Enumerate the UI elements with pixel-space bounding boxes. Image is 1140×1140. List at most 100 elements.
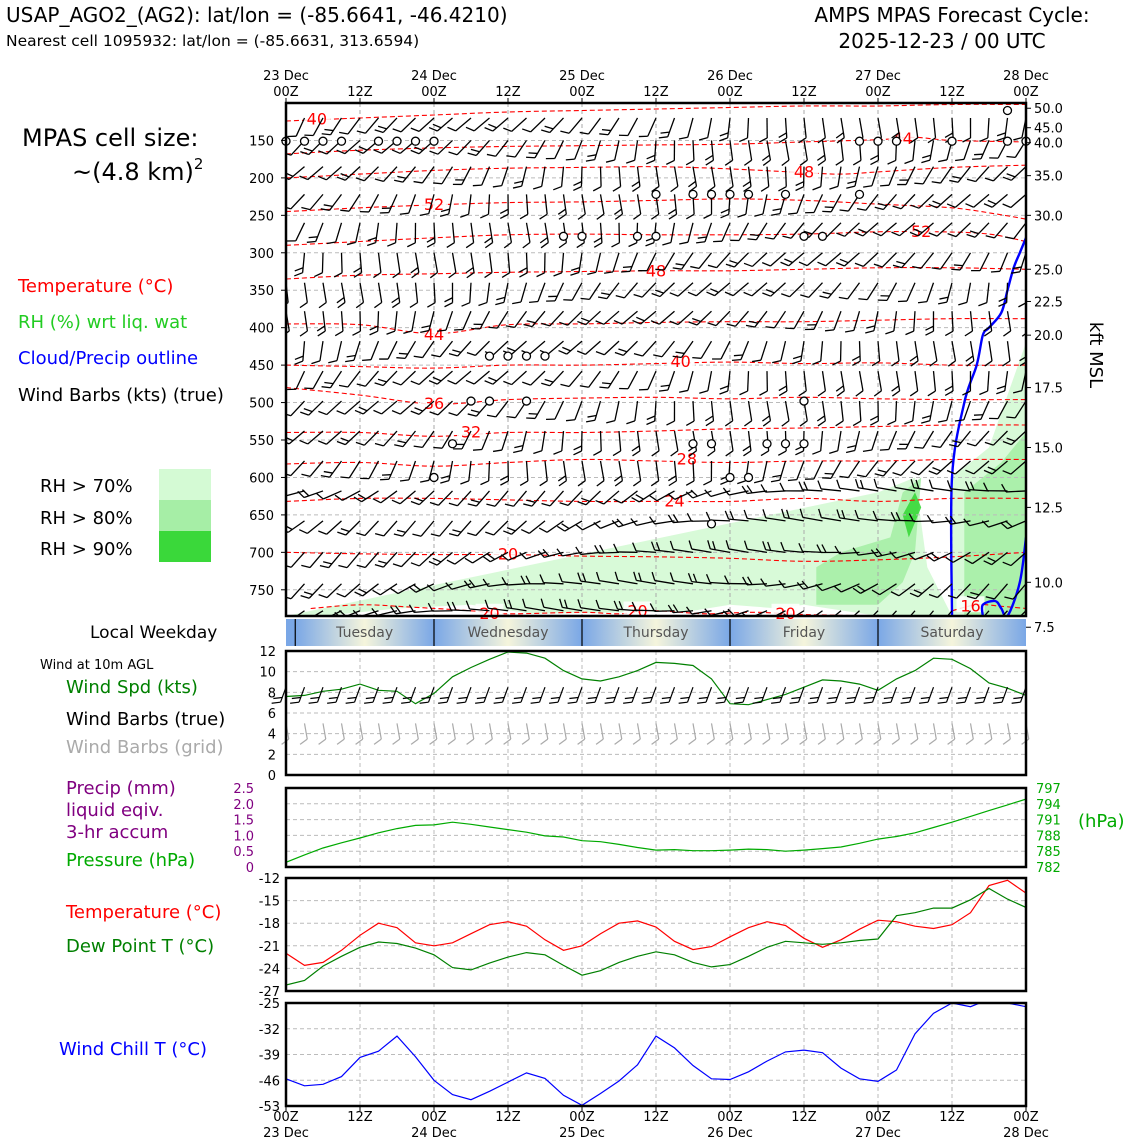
wind-barb-staff [692,490,712,499]
temp-ytick-label: -15 [259,895,280,910]
wind-barb-staff [537,282,546,302]
wind-barb-flag [847,180,857,184]
legend-precip1: Precip (mm) [66,778,176,799]
wind-barb-staff [506,607,527,612]
wind-barb-flag [635,494,644,500]
wind-barb-staff [433,222,436,243]
wind-barb [962,117,972,143]
wind-barb [301,551,324,569]
wind-barb [318,520,342,535]
wind-barb-flag [611,242,620,248]
wind-barb-flag [467,413,477,417]
weekday-label: Tuesday [335,625,393,641]
wind-barb-staff [322,311,326,332]
wind-barb [937,686,953,704]
wind-barb [613,194,624,220]
wind-barb [356,520,379,537]
wind-barb-flag [458,696,468,700]
wind-barb-staff [571,282,583,301]
wind-barb-flag [596,480,605,487]
wind-barb [785,310,805,330]
wind-barb-flag [320,474,330,478]
wind-barb-flag [643,696,653,700]
wind-barb-staff [654,549,675,553]
wind-barb-flag [747,576,753,585]
wind-barb-flag [631,181,640,188]
wind-barb-staff [830,194,842,213]
wind-barb-flag [704,489,712,497]
wind-barb-staff [929,140,935,161]
calm-wind-marker [780,189,791,200]
wind-barb [990,252,1009,273]
wind-barb-staff [642,340,657,357]
wind-barb [692,340,713,359]
wind-barb-flag [871,360,881,367]
wind-barb-flag [539,574,545,583]
wind-barb [399,460,417,482]
wind-barb-staff [617,608,638,612]
wind-barb [304,370,324,390]
wind-barb-staff [865,460,879,478]
wind-barb-staff [969,520,990,527]
wind-ytick-label: 12 [259,645,276,660]
temp-ytick-label: -12 [259,872,280,887]
wind-barb-flag [460,213,469,218]
wind-barb-flag [357,493,367,500]
wind-barb-staff [654,520,675,525]
wind-barb-staff [326,166,342,181]
wind-barb-flag [401,701,411,704]
wind-barb-flag [373,409,382,415]
wind-barb-flag [1002,360,1011,367]
wind-barb [909,371,919,397]
wind-barb [835,140,844,166]
wind-barb-staff [322,490,342,500]
wind-barb-flag [523,503,533,507]
wind-barb-staff [319,341,324,362]
wind-barb-flag [1006,416,1016,419]
wind-barb-staff [1011,610,1026,616]
wind-barb-flag [470,148,480,153]
wind-barb [355,282,365,309]
wind-barb-staff [805,610,823,616]
wind-barb [668,194,678,220]
wind-barb-staff [507,222,513,243]
wind-barb-staff [344,166,361,181]
wind-barb-flag [512,301,522,305]
wind-barb-flag [303,591,313,596]
wind-barb [526,400,546,420]
wind-barb-flag [399,212,409,215]
wind-barb-staff [454,551,472,565]
wind-barb [798,252,823,267]
wind-barb-staff [973,193,990,208]
wind-barb-staff [441,166,454,185]
wind-barb-flag [638,572,642,582]
wind-barb [430,520,453,537]
wind-barb-flag [262,617,270,626]
wind-barb-flag [987,557,996,563]
wind-barb-staff [673,548,694,553]
wind-barb [545,140,565,160]
wind-barb [512,166,528,189]
wind-barb-staff [951,311,954,332]
wind-barb [653,340,676,358]
wind-barb-flag [299,302,308,309]
wind-barb-staff [830,460,842,479]
wind-barb-staff [740,340,750,360]
wind-barb-flag [983,203,993,208]
wind-barb-flag [394,605,402,614]
wind-barb-staff [347,117,361,135]
wind-barb-flag [532,185,542,190]
wind-barb-flag [466,738,475,745]
wind-barb-flag [697,701,707,704]
wind-barb-staff [544,460,548,481]
calm-wind-marker [799,231,809,241]
wind-barb [921,400,935,424]
wind-barb-flag [299,175,308,181]
wind-barb [308,686,324,704]
wind-barb-flag [698,696,708,700]
wind-barb-flag [470,499,480,503]
wind-barb-flag [869,415,879,421]
wind-barb [667,514,694,524]
wind-barb [713,222,731,243]
wind-barb-flag [506,347,516,352]
